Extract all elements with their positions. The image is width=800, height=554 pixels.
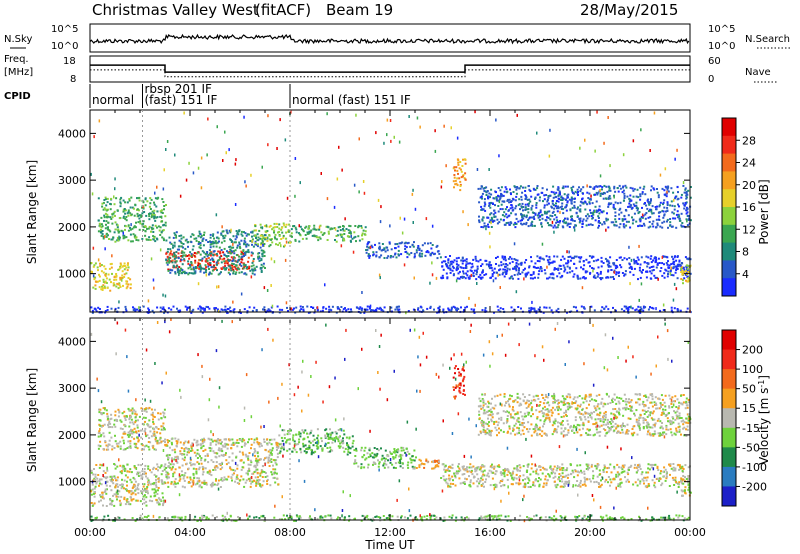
x-tick-label: 00:00 (74, 526, 106, 539)
power-ylabel: Slant Range [km] (25, 160, 39, 264)
xaxis-label: Time UT (364, 538, 415, 552)
x-tick-label: 08:00 (274, 526, 306, 539)
y-tick-label: 4000 (58, 127, 86, 140)
cpid-label: CPID (4, 91, 31, 102)
y-tick-label: 2000 (58, 221, 86, 234)
velocity-colorbar-label: Velocity [m s-1] (757, 375, 771, 465)
cpid-segment-label: rbsp 201 IF (145, 82, 212, 96)
nave-label: Nave (745, 67, 771, 78)
colorbar-tick-label: 50 (742, 383, 756, 396)
y-tick-label: 4000 (58, 335, 86, 348)
freq-tick-top: 18 (63, 56, 76, 67)
y-tick-label: 3000 (58, 174, 86, 187)
colorbar-cell (722, 330, 736, 351)
nsky-tick-bottom: 10^0 (51, 41, 78, 52)
power-colorbar: 4 8 12 16 20 24 28 (721, 117, 756, 297)
date-title: 28/May/2015 (580, 1, 678, 19)
power-panel: 1000 2000 3000 4000 (58, 109, 692, 315)
colorbar-cell (722, 207, 736, 226)
colorbar-tick-label: -15 (742, 422, 760, 435)
y-tick-label: 3000 (58, 382, 86, 395)
x-tick-label: 04:00 (174, 526, 206, 539)
nsearch-label: N.Search (745, 34, 790, 45)
colorbar-cell (722, 369, 736, 390)
x-tick-label: 12:00 (374, 526, 406, 539)
x-tick-label: 20:00 (574, 526, 606, 539)
cpid-segments: normal rbsp 201 IF(fast) 151 IF normal (fa… (89, 82, 411, 108)
freq-tick-bottom: 8 (70, 74, 76, 85)
colorbar-tick-label: 24 (742, 157, 756, 170)
colorbar-cell (722, 427, 736, 448)
colorbar-cell (722, 260, 736, 279)
colorbar-tick-label: 100 (742, 363, 763, 376)
colorbar-cell (722, 278, 736, 297)
freq-unit: [MHz] (4, 67, 33, 78)
colorbar-tick-label: 16 (742, 201, 756, 214)
colorbar-tick-label: -50 (742, 441, 760, 454)
colorbar-cell (722, 349, 736, 370)
nsky-label: N.Sky (4, 34, 32, 45)
colorbar-cell (722, 388, 736, 409)
y-tick-label: 2000 (58, 429, 86, 442)
velocity-colorbar: -200 -100 -50 -15 15 50 100 200 (721, 329, 767, 507)
x-tick-label: 00:00 (674, 526, 706, 539)
beam-title: Beam 19 (326, 1, 393, 19)
power-colorbar-label: Power [dB] (757, 179, 771, 244)
y-tick-label: 1000 (58, 268, 86, 281)
freq-trace (90, 64, 690, 78)
colorbar-cell (722, 153, 736, 172)
colorbar-tick-label: 8 (742, 246, 749, 259)
colorbar-tick-label: 12 (742, 223, 756, 236)
x-tick-label: 16:00 (474, 526, 506, 539)
freq-frame (89, 55, 691, 83)
freq-label: Freq. (4, 54, 29, 65)
colorbar-tick-label: 15 (742, 402, 756, 415)
station-title: Christmas Valley West (92, 1, 259, 19)
colorbar-tick-label: 200 (742, 344, 763, 357)
colorbar-cell (722, 486, 736, 507)
nsky-tick-top: 10^5 (51, 24, 78, 35)
nsky-trace (89, 33, 690, 45)
colorbar-tick-label: -200 (742, 480, 767, 493)
cpid-segment-label: (fast) 151 IF (145, 93, 218, 107)
colorbar-cell (722, 189, 736, 208)
colorbar-cell (722, 408, 736, 429)
colorbar-tick-label: 20 (742, 179, 756, 192)
nave-tick-bottom: 0 (708, 74, 714, 85)
colorbar-cell (722, 171, 736, 190)
colorbar-cell (722, 466, 736, 487)
colorbar-tick-label: -100 (742, 461, 767, 474)
colorbar-cell (722, 224, 736, 244)
colorbar-cell (722, 242, 736, 261)
cpid-segment-label: normal (fast) 151 IF (292, 93, 411, 107)
colorbar-tick-label: 28 (742, 134, 756, 147)
velocity-ylabel: Slant Range [km] (25, 368, 39, 472)
nave-tick-top: 60 (708, 56, 721, 67)
y-tick-label: 1000 (58, 476, 86, 489)
mode-title: (fitACF) (255, 1, 311, 19)
colorbar-cell (722, 118, 736, 137)
colorbar-cell (722, 135, 736, 155)
cpid-segment-label: normal (92, 93, 134, 107)
velocity-panel: 1000 2000 3000 4000 00:00 04:00 08:00 12:00 16:0… (58, 317, 706, 539)
nsearch-tick-bottom: 10^0 (708, 41, 735, 52)
colorbar-cell (722, 447, 736, 468)
colorbar-tick-label: 4 (742, 268, 749, 281)
nsky-frame (89, 23, 691, 53)
nsearch-tick-top: 10^5 (708, 24, 735, 35)
